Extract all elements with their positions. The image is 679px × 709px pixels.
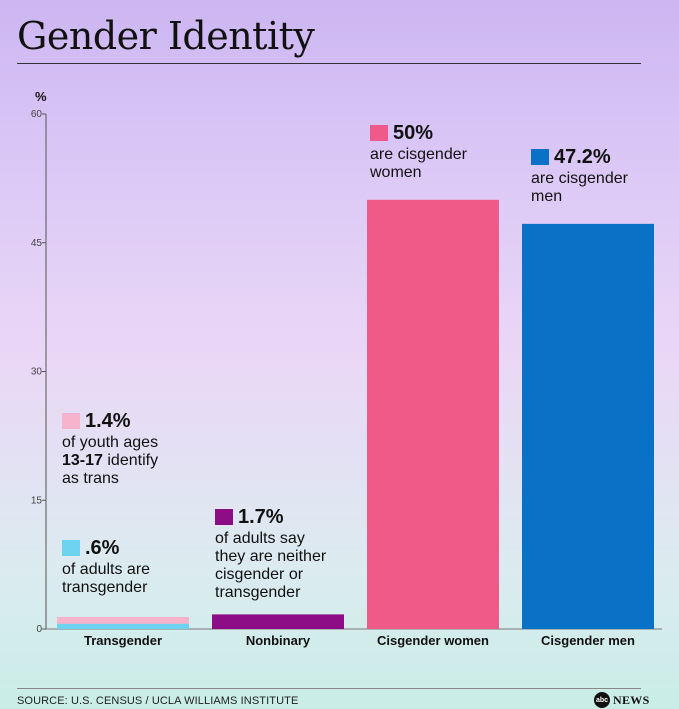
youth-text-line2: identify [102,452,159,469]
y-tick-label: 60 [31,109,43,120]
adults-trans-swatch [62,540,80,556]
youth-text-line1: of youth ages [62,434,159,451]
annotation-adults-transgender: .6% of adults are transgender [62,537,222,597]
y-tick-label: 15 [31,495,43,506]
adults-trans-text: of adults are transgender [62,561,151,596]
abc-logo-text: NEWS [613,692,650,707]
nonbinary-swatch [215,509,233,525]
youth-swatch [62,413,80,429]
youth-value: 1.4% [85,410,131,432]
nonbinary-text: of adults say they are neither cisgender… [215,530,327,601]
y-tick-label: 0 [36,624,42,635]
category-label: Transgender [84,633,162,648]
category-label: Cisgender men [541,633,635,648]
y-axis-unit-label: % [35,89,47,104]
footer-divider [17,688,641,689]
y-tick-label: 30 [31,367,43,378]
youth-age-range: 13-17 [62,452,103,469]
abc-news-logo: abc NEWS [594,692,650,708]
abc-logo-mark: abc [594,692,610,708]
title-divider [17,63,641,64]
women-value: 50% [393,122,434,144]
page-title: Gender Identity [17,14,315,58]
annotation-youth: 1.4% of youth ages 13-17 identify as trans [62,410,222,488]
women-text: are cisgender women [370,146,467,181]
bar-cisgender-men [522,223,654,629]
youth-text: of youth ages 13-17 identify as trans [62,434,222,488]
men-value: 47.2% [554,146,611,168]
youth-text-line3: as trans [62,470,119,487]
adults-trans-value: .6% [85,537,120,559]
nonbinary-value: 1.7% [238,506,284,528]
men-swatch [531,149,549,165]
bar-nonbinary [212,614,344,629]
bar-transgender [57,623,189,629]
category-label: Nonbinary [246,633,311,648]
annotation-cisgender-women: 50% are cisgender women [370,122,530,182]
annotation-cisgender-men: 47.2% are cisgender men [531,146,679,206]
y-tick-label: 45 [31,238,43,249]
category-label: Cisgender women [377,633,489,648]
bar-cisgender-women [367,199,499,630]
men-text: are cisgender men [531,170,628,205]
women-swatch [370,125,388,141]
annotation-nonbinary: 1.7% of adults say they are neither cisg… [215,506,375,602]
source-note: SOURCE: U.S. CENSUS / UCLA WILLIAMS INST… [17,695,299,707]
